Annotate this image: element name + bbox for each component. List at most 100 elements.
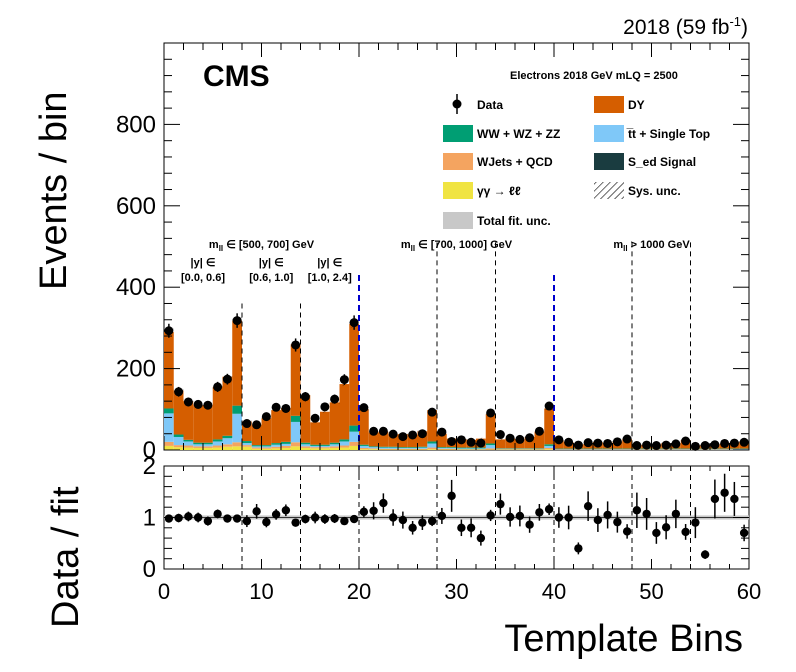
bar-segment: [368, 448, 379, 450]
bar-segment: [329, 446, 340, 448]
data-point: [486, 408, 496, 418]
mass-symbol: m: [209, 239, 219, 251]
bar-segment: [339, 445, 350, 448]
bar-segment: [544, 445, 554, 448]
ratio-point: [603, 510, 612, 520]
legend-label: t̅t + Single Top: [626, 127, 710, 141]
legend-swatch: [443, 153, 473, 170]
bar-segment: [446, 447, 457, 449]
bar-segment: [427, 447, 437, 450]
bar-segment: [368, 447, 379, 449]
bar-segment: [388, 447, 398, 449]
mass-symbol: m: [613, 239, 623, 251]
bar-segment: [290, 442, 301, 447]
data-point: [729, 438, 739, 448]
rapidity-region-title: |y| ∈: [191, 257, 216, 269]
bar-segment: [524, 436, 535, 449]
bar-segment: [359, 444, 369, 446]
bar-segment: [349, 445, 359, 450]
ratio-point: [398, 515, 408, 525]
bar-segment: [456, 447, 467, 449]
ratio-y-tick-label: 2: [143, 453, 156, 480]
bar-segment: [232, 320, 242, 406]
y-tick-label: 800: [116, 111, 156, 138]
data-point: [690, 441, 700, 451]
data-point: [437, 427, 447, 437]
legend-label: Total fit. unc.: [477, 214, 551, 228]
data-point: [271, 402, 281, 412]
bar-segment: [476, 447, 486, 449]
bar-segment: [310, 445, 320, 448]
mass-range: ∈ [500, 700] GeV: [223, 239, 315, 251]
bar-segment: [310, 444, 320, 446]
ratio-point: [359, 507, 369, 517]
data-point: [495, 430, 505, 440]
data-point: [603, 438, 613, 448]
lumi-label: 2018 (59 fb-1): [623, 14, 748, 39]
legend-label: Data: [477, 98, 503, 112]
bar-segment: [427, 443, 437, 448]
bar-segment: [359, 445, 369, 448]
bar-segment: [310, 422, 320, 445]
bar-segment: [203, 444, 213, 447]
data-point: [710, 440, 720, 450]
data-point: [476, 438, 486, 448]
bar-segment: [203, 446, 213, 448]
data-point: [642, 440, 652, 450]
bar-segment: [300, 447, 311, 450]
bar-segment: [183, 445, 194, 448]
bar-segment: [388, 448, 398, 450]
bar-segment: [164, 413, 174, 442]
ratio-point: [730, 494, 739, 504]
ratio-point: [661, 523, 671, 532]
ratio-point: [710, 494, 720, 504]
data-points: [164, 313, 749, 451]
bar-segment: [251, 447, 262, 449]
ratio-point: [476, 533, 486, 543]
bar-segment: [485, 414, 496, 444]
data-point: [564, 437, 574, 447]
data-point: [534, 426, 544, 436]
legend-swatch: [594, 153, 624, 170]
bar-segment: [232, 442, 242, 447]
data-point: [174, 387, 184, 397]
bar-segment: [456, 448, 467, 450]
x-tick-label: 20: [347, 579, 371, 604]
legend-label: WJets + QCD: [477, 155, 553, 169]
bar-segment: [290, 415, 301, 422]
bar-segment: [485, 448, 496, 450]
bar-segment: [193, 446, 203, 448]
ratio-point: [271, 510, 281, 519]
bar-segment: [339, 384, 350, 440]
data-point: [525, 433, 535, 443]
ratio-point: [369, 506, 378, 516]
bar-segment: [193, 405, 203, 443]
bar-segment: [251, 445, 262, 447]
bar-segment: [281, 445, 291, 448]
ratio-points: [164, 473, 749, 559]
bar-segment: [554, 440, 564, 449]
data-point: [417, 429, 427, 439]
ratio-point: [174, 513, 183, 523]
ratio-point: [535, 508, 544, 517]
bar-segment: [622, 439, 632, 449]
bar-segment: [251, 446, 262, 448]
rapidity-region-range: [0.6, 1.0]: [249, 272, 293, 284]
bar-segment: [310, 448, 320, 450]
bar-segment: [212, 445, 223, 448]
bar-segment: [417, 446, 428, 448]
bar-segment: [222, 438, 233, 445]
ratio-point: [457, 523, 466, 532]
bar-segment: [173, 390, 184, 435]
data-point: [544, 401, 554, 411]
ratio-point: [330, 514, 339, 523]
ratio-point: [593, 515, 603, 525]
mass-subscript: ll: [623, 244, 627, 253]
legend-swatch: [443, 212, 473, 229]
data-point: [359, 403, 369, 413]
ratio-point: [583, 501, 593, 511]
data-point: [213, 382, 223, 392]
bar-segment: [251, 448, 262, 450]
x-tick-label: 60: [737, 579, 761, 604]
